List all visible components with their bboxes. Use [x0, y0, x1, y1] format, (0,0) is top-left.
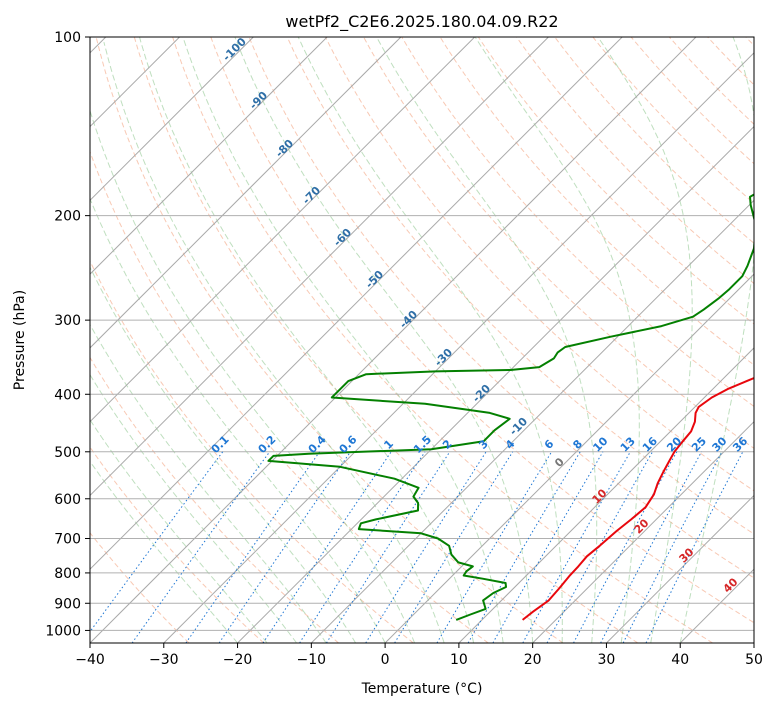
moist-adiabats	[90, 37, 754, 643]
moist-adiabat	[234, 37, 534, 643]
dry-adiabat	[90, 531, 190, 643]
x-tick-label: 30	[598, 652, 616, 668]
moist-adiabat	[597, 37, 693, 643]
mixing-ratio-line	[185, 451, 321, 643]
chart-title: wetPf2_C2E6.2025.180.04.09.R22	[285, 12, 558, 32]
isotherm-line	[458, 347, 754, 643]
mixing-ratio-line	[600, 451, 702, 643]
mixing-ratio-line	[325, 451, 451, 643]
x-tick-label: −10	[297, 652, 327, 668]
mixing-ratio-line	[522, 451, 631, 643]
moist-adiabat	[139, 37, 475, 643]
y-tick-label: 800	[54, 566, 81, 582]
mixing-ratio-line	[365, 451, 487, 643]
mixing-ratio-line	[299, 451, 426, 643]
isotherm-line	[310, 199, 754, 643]
dry-adiabat	[210, 37, 754, 624]
y-tick-label: 100	[54, 30, 81, 46]
y-tick-label: 900	[54, 596, 81, 612]
mixing-ratio-line	[573, 451, 678, 643]
isotherm-line	[384, 273, 754, 643]
mixing-ratio-line	[90, 451, 224, 633]
y-tick-label: 200	[54, 209, 81, 225]
x-tick-label: 50	[745, 652, 763, 668]
mixing-ratio-line	[436, 451, 553, 643]
isobars	[90, 37, 754, 631]
isotherm-line	[90, 37, 549, 497]
y-tick-label: 600	[54, 492, 81, 508]
x-axis-label: Temperature (°C)	[361, 681, 483, 697]
dry-adiabat	[90, 446, 265, 643]
x-tick-label: −20	[223, 652, 253, 668]
isotherm-line	[90, 37, 476, 423]
plot-frame	[89, 36, 755, 644]
dry-adiabat	[90, 150, 489, 643]
isotherm-line	[90, 37, 254, 202]
moist-adiabat	[90, 418, 268, 643]
isotherm-line	[606, 494, 754, 643]
moist-adiabat	[90, 266, 357, 643]
y-axis-label: Pressure (hPa)	[12, 290, 28, 390]
profile-line	[267, 193, 754, 621]
y-tick-label: 300	[54, 313, 81, 329]
moist-adiabat	[474, 37, 640, 643]
x-axis: −40 −30 −20 −10 0 10 20 30 40 50	[75, 643, 763, 668]
moist-adiabat	[90, 460, 238, 643]
y-tick-label: 500	[54, 445, 81, 461]
isotherm-line	[90, 37, 623, 570]
isotherms	[90, 37, 754, 643]
isotherm-line	[532, 420, 754, 643]
y-tick-label: 1000	[45, 623, 81, 639]
dry-adiabat	[95, 37, 564, 643]
isotherm-line	[90, 37, 697, 643]
mixing-ratio-line	[645, 451, 744, 643]
moist-adiabat	[90, 197, 386, 643]
mixing-ratio-line	[262, 451, 392, 643]
y-tick-label: 400	[54, 387, 81, 403]
dry-adiabat	[363, 37, 754, 449]
profile-line	[521, 376, 754, 621]
moist-adiabat	[103, 41, 445, 643]
x-tick-label: 10	[450, 652, 468, 668]
moist-adiabat	[182, 37, 504, 643]
y-axis: 1000 900 800 700 600 500 400 300 200 100	[45, 30, 90, 639]
moist-adiabat	[679, 37, 754, 643]
plot-area	[90, 37, 754, 643]
dry-adiabat	[324, 37, 754, 492]
dry-adiabat	[172, 37, 713, 643]
isotherm-line	[163, 52, 754, 643]
x-tick-label: 40	[671, 652, 689, 668]
mixing-ratio-line	[218, 451, 351, 643]
moist-adiabat	[297, 37, 563, 643]
dry-adiabat	[133, 37, 639, 643]
x-tick-label: 20	[524, 652, 542, 668]
y-tick-label: 700	[54, 532, 81, 548]
isotherm-line	[90, 37, 402, 349]
x-tick-label: −30	[149, 652, 179, 668]
isotherm-line	[237, 125, 754, 643]
mixing-ratio-line	[131, 451, 271, 643]
dry-adiabat	[90, 356, 339, 643]
moist-adiabat	[90, 109, 416, 643]
isotherm-line	[90, 37, 328, 275]
mixing-ratio-lines	[90, 451, 744, 643]
moist-adiabat	[376, 37, 598, 643]
dry-adiabat	[439, 37, 754, 366]
series-lines	[267, 193, 754, 621]
mixing-ratio-line	[546, 451, 653, 643]
dry-adiabat	[516, 37, 754, 285]
x-tick-label: 0	[381, 652, 390, 668]
x-tick-label: −40	[75, 652, 105, 668]
